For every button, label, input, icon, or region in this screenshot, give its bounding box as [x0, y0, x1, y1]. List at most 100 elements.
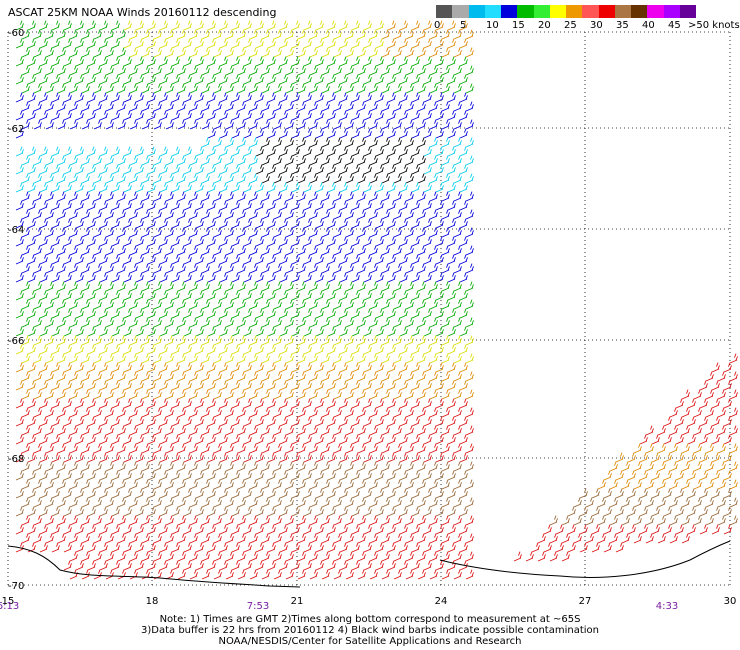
- wind-barb: [27, 344, 36, 355]
- wind-barb: [351, 344, 360, 355]
- wind-barb: [441, 425, 450, 436]
- wind-barb: [117, 29, 126, 40]
- wind-barb: [27, 218, 36, 229]
- wind-barb: [39, 542, 48, 553]
- wind-barb: [231, 236, 240, 247]
- wind-barb: [297, 227, 306, 238]
- wind-barb: [63, 380, 72, 391]
- wind-barb: [201, 137, 210, 148]
- latitude-label: -64: [8, 225, 24, 236]
- legend-unit-label: >50 knots: [688, 20, 740, 31]
- wind-barb: [51, 254, 60, 265]
- wind-barb: [225, 317, 234, 328]
- wind-barb: [285, 119, 294, 130]
- wind-barb: [183, 398, 192, 409]
- wind-barb: [63, 542, 72, 553]
- wind-barb: [69, 209, 78, 220]
- wind-barb: [279, 326, 288, 337]
- wind-barb: [147, 380, 156, 391]
- wind-barb: [687, 452, 696, 463]
- wind-barb: [321, 119, 330, 130]
- wind-barb: [243, 362, 252, 373]
- wind-barb: [75, 506, 84, 517]
- wind-barb: [183, 74, 192, 85]
- wind-barb: [333, 155, 342, 166]
- wind-barb: [465, 497, 474, 508]
- wind-barb: [201, 551, 210, 562]
- wind-barb: [141, 407, 150, 418]
- wind-barb: [15, 38, 24, 49]
- wind-barb: [363, 290, 372, 301]
- wind-barb: [273, 155, 282, 166]
- wind-barb: [237, 263, 246, 274]
- wind-barb: [345, 65, 354, 76]
- legend-tick-label: 10: [486, 20, 499, 31]
- wind-barb: [243, 524, 252, 535]
- wind-barb: [135, 560, 144, 571]
- wind-barb: [381, 389, 390, 400]
- wind-barb: [279, 308, 288, 319]
- wind-barb: [225, 353, 234, 364]
- wind-barb: [435, 290, 444, 301]
- wind-barb: [321, 389, 330, 400]
- wind-barb: [267, 272, 276, 283]
- wind-barb: [387, 146, 396, 157]
- wind-barb: [69, 479, 78, 490]
- wind-barb: [705, 461, 714, 472]
- wind-barb: [123, 362, 132, 373]
- wind-barb: [183, 470, 192, 481]
- wind-barb: [219, 398, 228, 409]
- wind-barb: [213, 227, 222, 238]
- wind-barb: [147, 506, 156, 517]
- wind-barb: [87, 290, 96, 301]
- wind-barb: [357, 263, 366, 274]
- wind-barb: [33, 299, 42, 310]
- wind-barb: [21, 119, 30, 130]
- wind-barb: [429, 101, 438, 112]
- wind-barb: [303, 362, 312, 373]
- wind-barb: [465, 443, 474, 454]
- wind-barb: [285, 29, 294, 40]
- wind-barb: [75, 524, 84, 535]
- wind-barb: [321, 299, 330, 310]
- wind-barb: [21, 497, 30, 508]
- wind-barb: [135, 218, 144, 229]
- wind-barb: [273, 551, 282, 562]
- wind-barb: [171, 200, 180, 211]
- wind-barb: [399, 362, 408, 373]
- wind-barb: [429, 245, 438, 256]
- wind-barb: [189, 569, 198, 580]
- wind-barb: [105, 569, 114, 580]
- wind-barb: [321, 461, 330, 472]
- wind-barb: [99, 470, 108, 481]
- wind-barb: [153, 263, 162, 274]
- wind-barb: [255, 290, 264, 301]
- wind-barb: [165, 551, 174, 562]
- wind-barb: [369, 47, 378, 58]
- wind-barb: [33, 47, 42, 58]
- wind-barb: [267, 92, 276, 103]
- wind-barb: [387, 524, 396, 535]
- wind-barb: [33, 317, 42, 328]
- wind-barb: [417, 407, 426, 418]
- wind-barb: [213, 245, 222, 256]
- wind-barb: [297, 155, 306, 166]
- wind-barb: [159, 452, 168, 463]
- wind-barb: [237, 353, 246, 364]
- wind-barb: [171, 164, 180, 175]
- wind-barb: [69, 281, 78, 292]
- wind-barb: [201, 101, 210, 112]
- wind-barb: [363, 380, 372, 391]
- wind-barb: [369, 551, 378, 562]
- wind-barb: [27, 452, 36, 463]
- wind-barb: [387, 56, 396, 67]
- wind-barb: [261, 29, 270, 40]
- wind-barb: [351, 146, 360, 157]
- wind-barb: [465, 83, 474, 94]
- wind-barb: [357, 155, 366, 166]
- wind-barb: [417, 101, 426, 112]
- wind-barb: [573, 533, 582, 544]
- wind-barb: [303, 128, 312, 139]
- wind-barb: [237, 479, 246, 490]
- wind-barb: [411, 524, 420, 535]
